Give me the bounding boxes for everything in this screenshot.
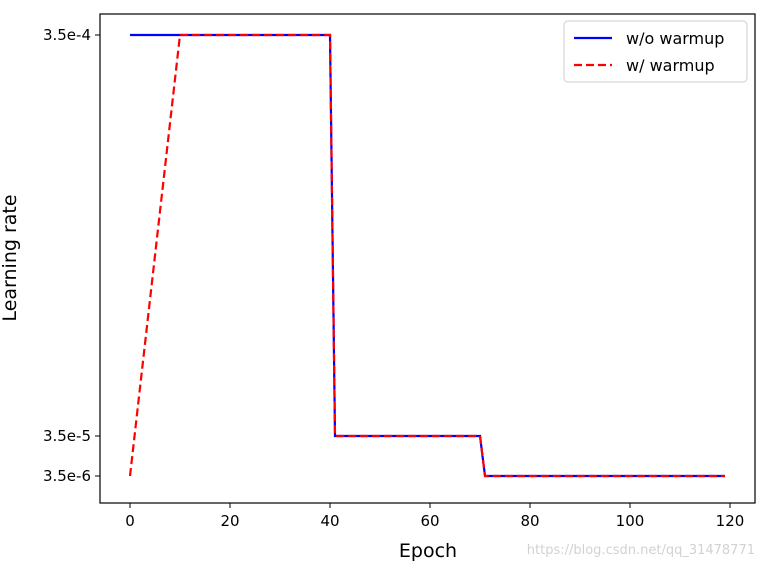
x-tick-label: 100 <box>616 512 645 530</box>
legend-label: w/ warmup <box>626 56 715 75</box>
series-line-with-warmup <box>128 33 725 478</box>
series-line-without-warmup <box>130 33 725 478</box>
x-tick-label: 120 <box>716 512 745 530</box>
series-layer <box>128 33 725 478</box>
x-tick-label: 0 <box>125 512 135 530</box>
legend: w/o warmup w/ warmup <box>563 20 748 83</box>
y-axis: 3.5e-4 3.5e-5 3.5e-6 <box>43 26 100 485</box>
y-tick-label: 3.5e-5 <box>43 427 91 445</box>
x-tick-label: 60 <box>420 512 439 530</box>
x-axis: 0 20 40 60 80 100 120 <box>125 503 744 530</box>
x-tick-label: 80 <box>520 512 539 530</box>
y-tick-label: 3.5e-6 <box>43 467 91 485</box>
x-axis-title: Epoch <box>399 540 457 562</box>
x-tick-label: 40 <box>320 512 339 530</box>
watermark-text: https://blog.csdn.net/qq_31478771 <box>527 543 755 558</box>
y-tick-label: 3.5e-4 <box>43 26 91 44</box>
plot-frame <box>99 13 756 504</box>
legend-box <box>563 20 748 83</box>
x-tick-label: 20 <box>220 512 239 530</box>
legend-label: w/o warmup <box>626 29 724 48</box>
y-axis-title: Learning rate <box>0 194 21 321</box>
